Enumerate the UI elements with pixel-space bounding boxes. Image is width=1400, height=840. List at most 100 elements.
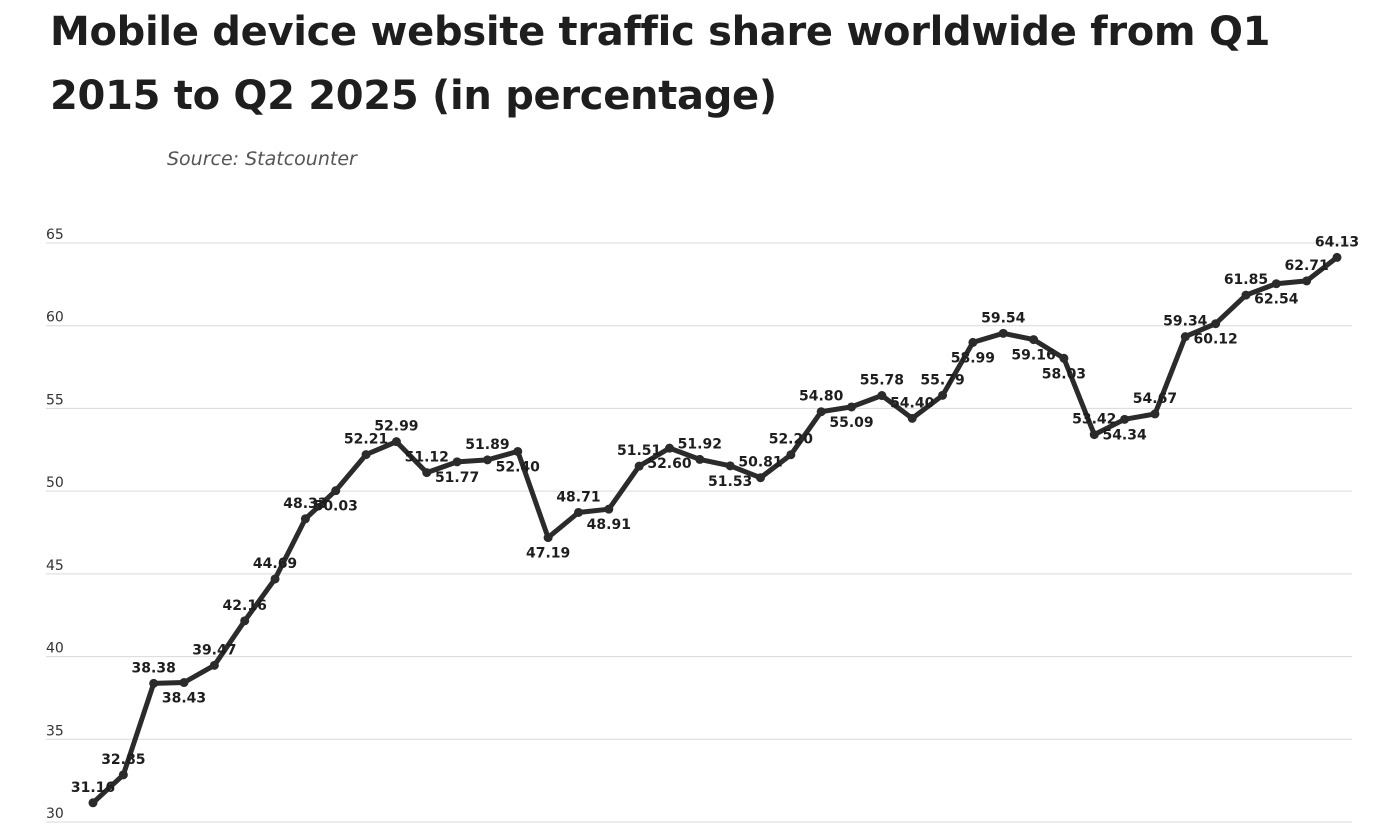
data-label: 62.54: [1254, 292, 1299, 308]
data-point: [1059, 353, 1069, 363]
data-label: 53.42: [1072, 412, 1116, 428]
y-axis-ticks: 30 35 40 45 50 55 60 65: [46, 227, 64, 822]
data-label: 55.09: [829, 415, 873, 431]
data-point: [1089, 430, 1099, 440]
data-label: 54.34: [1102, 427, 1147, 443]
series-line: [90, 254, 1340, 806]
data-label: 31.16: [71, 780, 115, 796]
data-point: [209, 660, 219, 670]
data-point: [786, 450, 796, 460]
y-tick-label: 65: [46, 227, 64, 243]
data-point: [1211, 319, 1221, 329]
data-label: 32.85: [101, 752, 145, 768]
data-point: [118, 770, 128, 780]
data-point: [270, 574, 280, 584]
data-label: 38.38: [132, 660, 176, 676]
data-label: 54.40: [890, 395, 935, 411]
data-label: 51.92: [678, 436, 722, 452]
data-label: 50.81: [738, 455, 782, 471]
data-point: [452, 457, 462, 467]
data-point: [938, 390, 948, 400]
y-tick-label: 30: [46, 806, 64, 822]
data-point: [391, 437, 401, 447]
y-tick-label: 35: [46, 723, 64, 739]
data-label: 61.85: [1224, 272, 1268, 288]
data-label: 52.99: [374, 419, 418, 435]
data-label: 54.67: [1133, 391, 1177, 407]
data-point: [634, 461, 644, 471]
data-label: 52.21: [344, 432, 388, 448]
chart-title: Mobile device website traffic share worl…: [50, 9, 1271, 119]
data-point: [907, 413, 917, 423]
data-label: 52.40: [496, 459, 541, 475]
data-point: [422, 468, 432, 478]
data-label: 50.03: [314, 499, 358, 515]
data-label: 62.71: [1285, 258, 1329, 274]
data-point: [756, 473, 766, 483]
data-point: [816, 407, 826, 417]
data-point: [1029, 335, 1039, 345]
data-point: [968, 337, 978, 347]
data-label: 59.34: [1163, 314, 1208, 330]
series-line-layer: [90, 254, 1340, 806]
data-label: 44.69: [253, 556, 297, 572]
data-point: [482, 455, 492, 465]
data-point: [1120, 414, 1130, 424]
data-labels: 31.16 32.85 38.38 38.43 39.47 42.16 44.69 48.33…: [71, 234, 1359, 795]
data-label: 51.51: [617, 443, 661, 459]
grid-lines: [46, 242, 1352, 823]
data-label: 60.12: [1193, 332, 1237, 348]
data-point: [543, 533, 553, 543]
data-point: [1241, 290, 1251, 300]
data-point: [725, 461, 735, 471]
data-label: 64.13: [1315, 234, 1359, 250]
data-label: 58.99: [951, 350, 995, 366]
chart-source: Source: Statcounter: [167, 148, 357, 170]
data-point: [1302, 276, 1312, 286]
data-label: 51.53: [708, 474, 752, 490]
data-label: 55.78: [860, 373, 904, 389]
data-label: 51.12: [405, 450, 449, 466]
data-label: 51.89: [465, 437, 509, 453]
data-label: 39.47: [192, 642, 236, 658]
data-point: [300, 514, 310, 524]
data-point: [513, 446, 523, 456]
data-point: [664, 443, 674, 453]
data-point: [149, 678, 159, 688]
data-point: [361, 450, 371, 460]
data-point: [179, 678, 189, 688]
data-point: [573, 507, 583, 517]
data-point: [604, 504, 614, 514]
data-label: 55.79: [920, 372, 964, 388]
data-points: [88, 252, 1342, 808]
data-point: [1180, 332, 1190, 342]
y-tick-label: 45: [46, 558, 64, 574]
data-label: 59.16: [1011, 348, 1055, 364]
data-point: [331, 486, 341, 496]
data-point: [88, 798, 98, 808]
data-label: 48.71: [556, 489, 600, 505]
y-tick-label: 55: [46, 392, 64, 408]
data-point: [1332, 252, 1342, 262]
data-label: 52.60: [647, 456, 692, 472]
data-label: 58.03: [1042, 366, 1086, 382]
data-label: 52.20: [769, 432, 814, 448]
data-point: [240, 616, 250, 626]
data-label: 48.91: [587, 517, 631, 533]
data-point: [998, 328, 1008, 338]
data-label: 48.33: [283, 496, 327, 512]
y-tick-label: 50: [46, 475, 64, 491]
data-point: [695, 454, 705, 464]
data-label: 51.77: [435, 470, 479, 486]
data-point: [847, 402, 857, 412]
data-label: 54.80: [799, 389, 844, 405]
data-label: 38.43: [162, 691, 206, 707]
data-label: 42.16: [223, 598, 267, 614]
y-tick-label: 40: [46, 641, 64, 657]
y-tick-label: 60: [46, 310, 64, 326]
data-point: [1150, 409, 1160, 419]
data-label: 47.19: [526, 546, 570, 562]
data-point: [1271, 279, 1281, 289]
data-label: 59.54: [981, 310, 1026, 326]
